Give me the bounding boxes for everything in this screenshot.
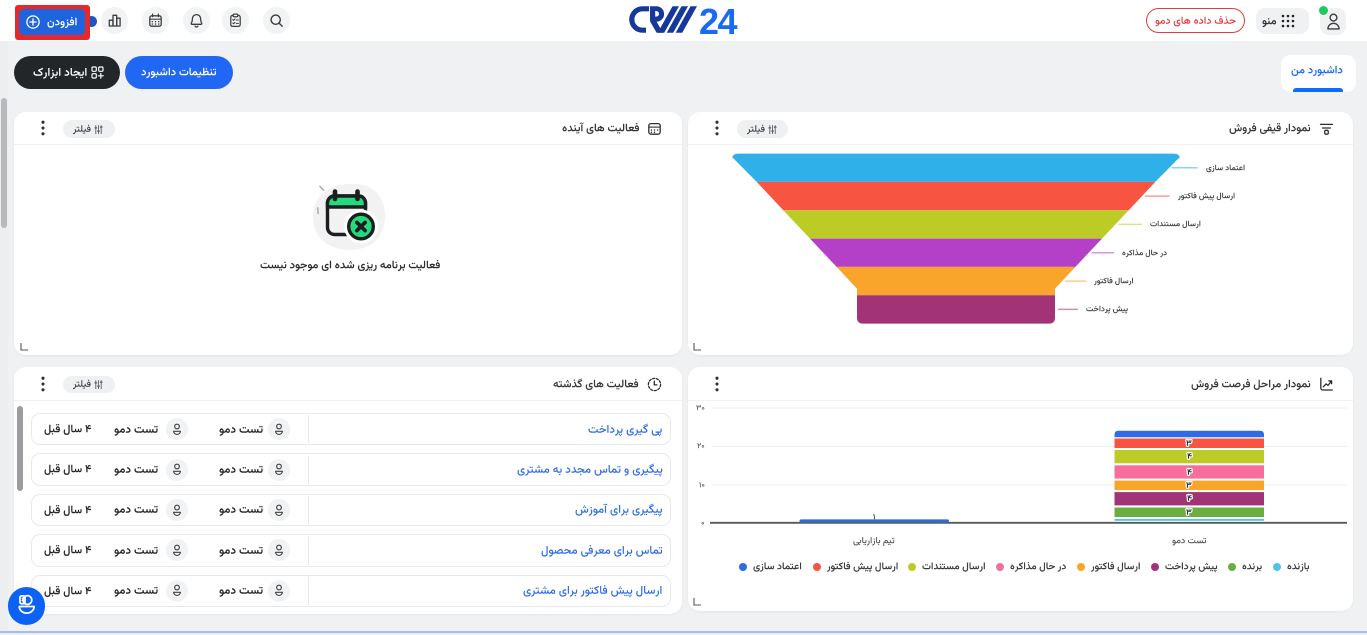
svg-text:24: 24	[699, 4, 738, 35]
